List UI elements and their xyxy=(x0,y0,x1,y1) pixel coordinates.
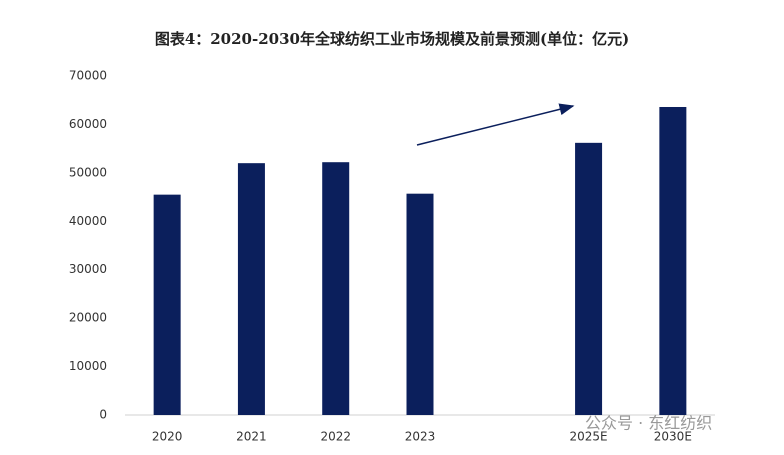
y-tick-label: 0 xyxy=(99,408,107,422)
bar xyxy=(406,193,434,415)
y-tick-label: 10000 xyxy=(69,359,107,373)
x-tick-label: 2023 xyxy=(405,430,436,444)
chart-title: 图表4：2020-2030年全球纺织工业市场规模及前景预测(单位：亿元) xyxy=(155,30,629,48)
x-tick-label: 2030E xyxy=(654,430,692,444)
x-tick-label: 2022 xyxy=(320,430,351,444)
x-tick-label: 2021 xyxy=(236,430,267,444)
y-tick-label: 50000 xyxy=(69,165,107,179)
bar xyxy=(659,106,687,415)
y-tick-label: 20000 xyxy=(69,311,107,325)
bar xyxy=(237,163,265,415)
watermark: 公众号 · 东红纺织 xyxy=(585,414,712,433)
y-tick-label: 60000 xyxy=(69,117,107,131)
bar xyxy=(575,142,603,415)
bar xyxy=(322,162,350,415)
trend-arrow xyxy=(416,103,575,146)
x-tick-label: 2025E xyxy=(570,430,608,444)
y-tick-label: 70000 xyxy=(69,69,107,83)
bar xyxy=(153,194,181,415)
y-tick-label: 30000 xyxy=(69,262,107,276)
x-tick-label: 2020 xyxy=(152,430,183,444)
y-tick-label: 40000 xyxy=(69,214,107,228)
